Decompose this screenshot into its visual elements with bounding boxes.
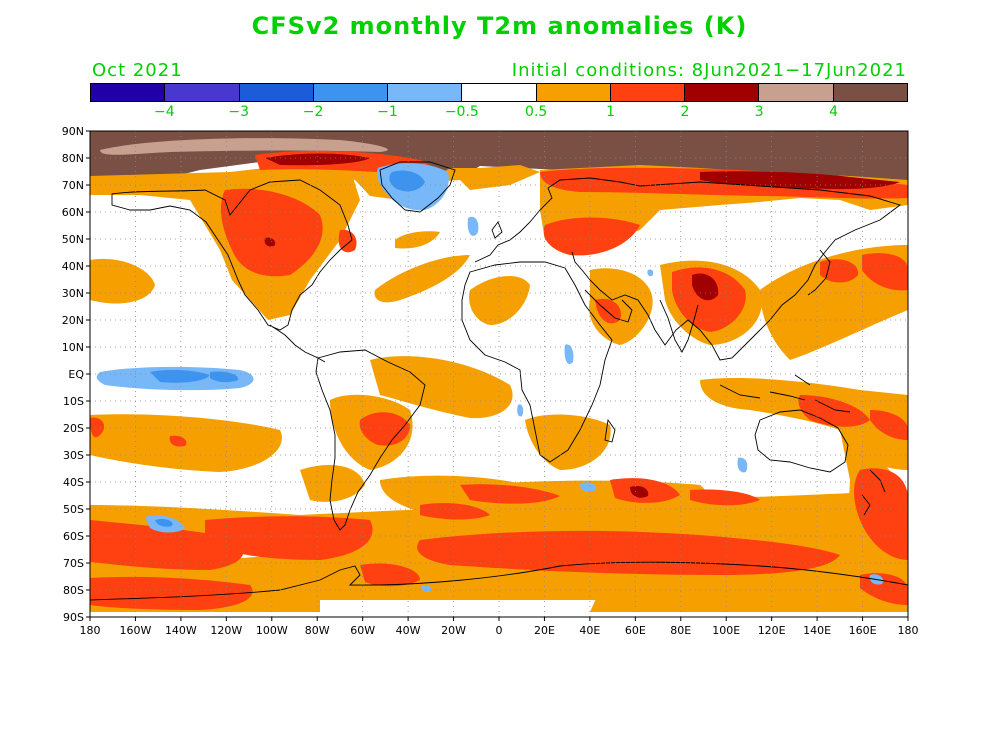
central-america-coast <box>269 324 326 363</box>
lat-tick-label: 90S <box>63 611 84 624</box>
greenland-coast <box>379 161 456 213</box>
colorbar-segment <box>239 84 314 101</box>
lon-tick-label: 180 <box>80 624 101 637</box>
colorbar-tick-label: −4 <box>154 104 175 120</box>
colorbar-tick-label: −2 <box>302 104 324 120</box>
lon-tick-label: 180 <box>898 624 919 637</box>
colorbar-tick-label: 1 <box>606 104 615 120</box>
initial-conditions: Initial conditions: 8Jun2021−17Jun2021 <box>511 60 907 81</box>
colorbar-segment <box>313 84 389 101</box>
graticule <box>90 131 908 617</box>
lat-tick-label: 30N <box>62 287 84 300</box>
colorbar-tick-label: −1 <box>377 104 398 120</box>
lat-tick-label: 50S <box>63 503 84 516</box>
lon-tick-label: 140E <box>803 624 831 637</box>
lon-tick-label: 100E <box>712 624 740 637</box>
map-title: CFSv2 monthly T2m anomalies (K) <box>251 12 748 40</box>
lat-tick-label: 60N <box>62 206 84 219</box>
lat-tick-label: 30S <box>63 449 84 462</box>
lon-tick-label: 80W <box>305 624 330 637</box>
lon-tick-label: 60E <box>625 624 646 637</box>
colorbar-tick-label: 3 <box>754 104 764 120</box>
lon-tick-label: 60W <box>350 624 375 637</box>
lon-tick-label: 40E <box>579 624 600 637</box>
europe-coast <box>474 177 641 263</box>
uk-coast <box>491 221 503 239</box>
colorbar-segment <box>536 84 611 101</box>
arctic-pink-band <box>100 138 388 155</box>
lat-tick-label: EQ <box>68 368 84 381</box>
lon-tick-label: 40W <box>396 624 421 637</box>
north-america-coast <box>111 179 353 331</box>
colorbar-segment <box>685 84 760 101</box>
lat-tick-label: 60S <box>63 530 84 543</box>
coastlines <box>90 161 908 601</box>
lon-tick-label: 20W <box>441 624 466 637</box>
lat-tick-label: 80S <box>63 584 84 597</box>
lat-tick-label: 40N <box>62 260 84 273</box>
colorbar-segment <box>462 84 537 101</box>
colorbar-segment <box>165 84 240 101</box>
madagascar-coast <box>604 418 616 443</box>
new-zealand-coast <box>861 469 886 516</box>
colorbar-segment <box>759 84 834 101</box>
lat-tick-label: 70N <box>62 179 84 192</box>
lon-tick-label: 140W <box>165 624 197 637</box>
colorbar-tick-label: −3 <box>228 104 250 120</box>
india-coast <box>659 299 699 353</box>
anomaly-fields <box>90 131 908 612</box>
antarctica-coast <box>90 561 908 601</box>
lon-tick-label: 100W <box>256 624 288 637</box>
lon-tick-label: 160E <box>849 624 877 637</box>
lat-tick-label: 80N <box>62 152 84 165</box>
colorbar-segment <box>610 84 686 101</box>
lat-tick-label: 20S <box>63 422 84 435</box>
lon-tick-label: 20E <box>534 624 555 637</box>
colorbar-tick-label: −0.5 <box>444 104 479 120</box>
colorbar-segment <box>833 84 907 101</box>
forecast-month: Oct 2021 <box>92 60 183 81</box>
asia-coast <box>571 181 901 361</box>
longitude-labels: 180 160W 140W 120W 100W 80W 60W 40W 20W 0 20E 40E 60… <box>80 624 919 637</box>
lat-tick-label: 90N <box>62 125 84 138</box>
colorbar-segment <box>388 84 463 101</box>
australia-coast <box>754 409 849 473</box>
colorbar <box>90 83 908 102</box>
lon-tick-label: 0 <box>496 624 503 637</box>
strong-cool-anomaly-regions <box>150 170 425 527</box>
colorbar-tick-label: 2 <box>680 104 690 120</box>
lat-tick-label: 20N <box>62 314 84 327</box>
colorbar-segment <box>91 84 166 101</box>
lat-tick-label: 70S <box>63 557 84 570</box>
lon-tick-label: 80E <box>670 624 691 637</box>
axis-ticks <box>86 130 909 621</box>
lat-tick-label: 50N <box>62 233 84 246</box>
lon-tick-label: 160W <box>120 624 152 637</box>
africa-coast <box>461 261 613 463</box>
colorbar-tick-label: 4 <box>829 104 839 120</box>
colorbar-tick-label: 0.5 <box>525 104 548 120</box>
latitude-labels: 90N 80N 70N 60N 50N 40N 30N 20N 10N EQ 10S 20S 30S 40… <box>62 125 85 624</box>
lon-tick-label: 120W <box>210 624 242 637</box>
lat-tick-label: 40S <box>63 476 84 489</box>
south-america-coast <box>315 349 426 531</box>
arabia-coast <box>584 289 633 323</box>
lon-tick-label: 120E <box>758 624 786 637</box>
colorbar-labels: −4 −3 −2 −1 −0.5 0.5 1 2 3 4 <box>90 104 908 122</box>
maritime-islands-coast <box>719 374 851 413</box>
lat-tick-label: 10N <box>62 341 84 354</box>
japan-coast <box>807 249 831 296</box>
lat-tick-label: 10S <box>63 395 84 408</box>
